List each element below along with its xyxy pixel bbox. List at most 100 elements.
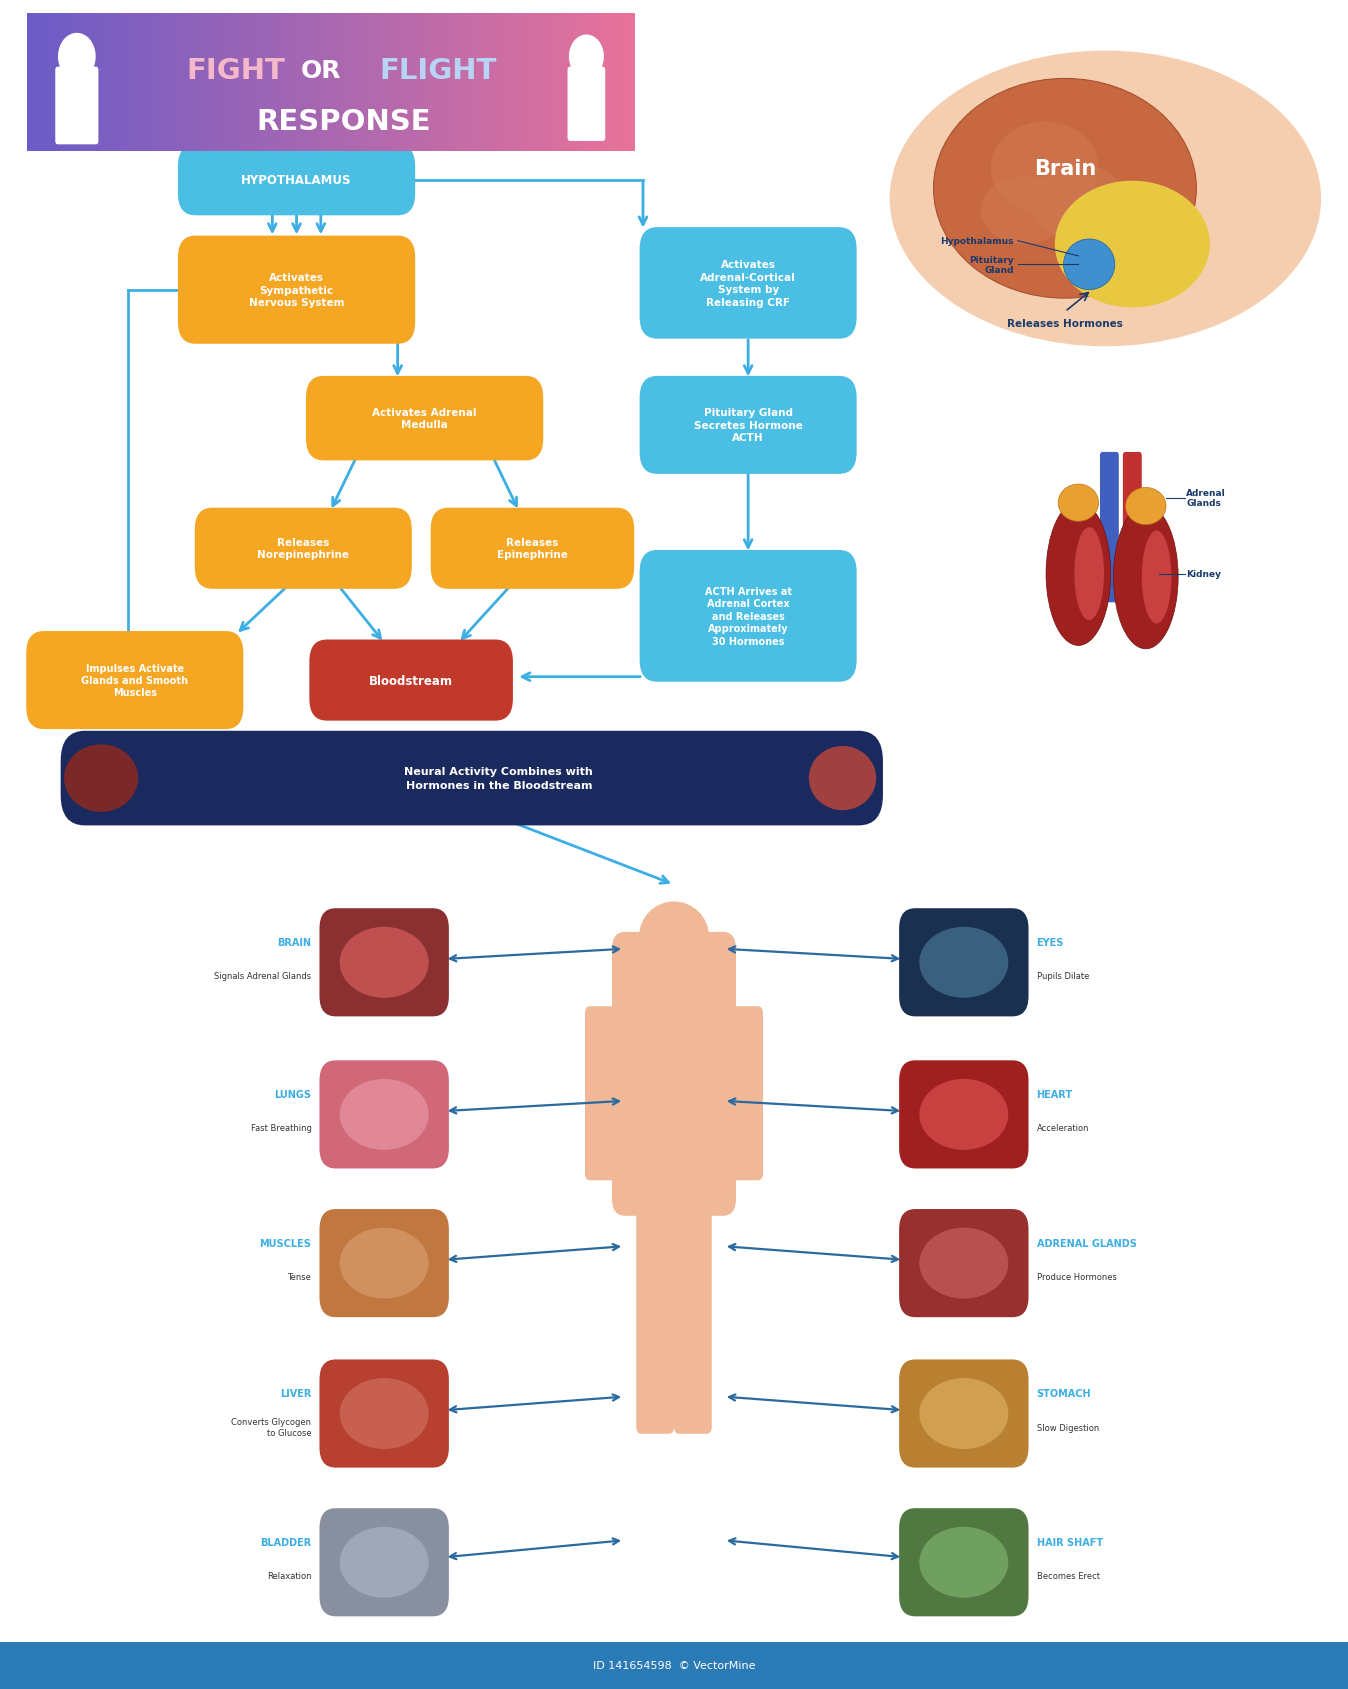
Text: HEART: HEART	[1037, 1089, 1073, 1100]
Bar	[361, 14, 367, 152]
FancyBboxPatch shape	[319, 1508, 449, 1616]
FancyBboxPatch shape	[1100, 453, 1119, 603]
Ellipse shape	[919, 1079, 1008, 1150]
Bar	[244, 14, 251, 152]
FancyBboxPatch shape	[319, 1209, 449, 1317]
Ellipse shape	[890, 51, 1321, 348]
Bar	[290, 14, 297, 152]
Bar	[492, 14, 499, 152]
Text: Hypothalamus: Hypothalamus	[940, 236, 1014, 247]
Bar	[159, 14, 164, 152]
Bar	[174, 14, 181, 152]
Text: OR: OR	[301, 59, 341, 83]
Text: Produce Hormones: Produce Hormones	[1037, 1272, 1116, 1282]
Bar	[345, 14, 352, 152]
Text: Bloodstream: Bloodstream	[369, 674, 453, 687]
Text: BRAIN: BRAIN	[278, 937, 311, 948]
FancyBboxPatch shape	[431, 508, 635, 589]
Text: Acceleration: Acceleration	[1037, 1123, 1089, 1133]
FancyBboxPatch shape	[899, 1209, 1029, 1317]
Ellipse shape	[1126, 488, 1166, 525]
Bar	[73, 14, 80, 152]
Bar	[593, 14, 600, 152]
Bar	[137, 14, 144, 152]
Bar	[280, 14, 286, 152]
Text: FIGHT: FIGHT	[186, 57, 286, 84]
Ellipse shape	[991, 123, 1099, 216]
Ellipse shape	[919, 1527, 1008, 1598]
Bar	[224, 14, 231, 152]
Text: LIVER: LIVER	[280, 1388, 311, 1398]
FancyBboxPatch shape	[27, 632, 244, 730]
Bar	[209, 14, 216, 152]
Bar	[406, 14, 412, 152]
Bar	[321, 14, 326, 152]
Bar	[143, 14, 150, 152]
Text: ID 141654598  © VectorMine: ID 141654598 © VectorMine	[593, 1660, 755, 1670]
Bar	[336, 14, 341, 152]
Bar	[204, 14, 210, 152]
Bar	[305, 14, 311, 152]
Bar	[148, 14, 155, 152]
Ellipse shape	[919, 1378, 1008, 1449]
Bar	[133, 14, 140, 152]
Bar	[235, 14, 240, 152]
Bar	[538, 14, 545, 152]
Text: ADRENAL GLANDS: ADRENAL GLANDS	[1037, 1238, 1136, 1248]
FancyBboxPatch shape	[899, 1061, 1029, 1169]
Text: EYES: EYES	[1037, 937, 1064, 948]
Ellipse shape	[65, 745, 137, 812]
Bar	[578, 14, 585, 152]
Bar	[628, 14, 635, 152]
Bar	[350, 14, 357, 152]
Ellipse shape	[1064, 240, 1115, 291]
FancyBboxPatch shape	[899, 1360, 1029, 1468]
Ellipse shape	[340, 1228, 429, 1299]
Text: Releases
Norepinephrine: Releases Norepinephrine	[257, 537, 349, 561]
Bar	[396, 14, 402, 152]
Ellipse shape	[1113, 507, 1178, 650]
Bar	[547, 14, 554, 152]
Text: Activates
Adrenal-Cortical
System by
Releasing CRF: Activates Adrenal-Cortical System by Rel…	[700, 260, 797, 307]
FancyBboxPatch shape	[568, 68, 605, 142]
Bar	[542, 14, 549, 152]
Bar	[194, 14, 201, 152]
FancyBboxPatch shape	[640, 228, 857, 339]
Text: STOMACH: STOMACH	[1037, 1388, 1092, 1398]
Bar	[446, 14, 453, 152]
Bar	[422, 14, 427, 152]
Bar	[613, 14, 620, 152]
Text: MUSCLES: MUSCLES	[260, 1238, 311, 1248]
Bar	[154, 14, 160, 152]
Bar	[53, 14, 59, 152]
Bar	[255, 14, 262, 152]
Bar	[27, 14, 34, 152]
Bar	[38, 14, 43, 152]
Text: Adrenal
Glands: Adrenal Glands	[1186, 488, 1225, 508]
Ellipse shape	[1031, 166, 1126, 242]
Bar	[178, 14, 185, 152]
Bar	[299, 14, 306, 152]
FancyBboxPatch shape	[319, 909, 449, 1017]
Bar	[67, 14, 74, 152]
FancyBboxPatch shape	[0, 1642, 1348, 1689]
Ellipse shape	[919, 1228, 1008, 1299]
Bar	[582, 14, 589, 152]
Text: HAIR SHAFT: HAIR SHAFT	[1037, 1537, 1103, 1547]
Bar	[214, 14, 221, 152]
Ellipse shape	[340, 1378, 429, 1449]
Bar	[200, 14, 205, 152]
Text: Activates
Sympathetic
Nervous System: Activates Sympathetic Nervous System	[249, 274, 344, 307]
Text: Fast Breathing: Fast Breathing	[251, 1123, 311, 1133]
Bar	[371, 14, 377, 152]
Text: Slow Digestion: Slow Digestion	[1037, 1422, 1099, 1432]
Bar	[442, 14, 448, 152]
FancyBboxPatch shape	[178, 236, 415, 345]
Bar	[315, 14, 321, 152]
Bar	[218, 14, 225, 152]
Bar	[386, 14, 392, 152]
Bar	[381, 14, 387, 152]
Bar	[295, 14, 302, 152]
Bar	[573, 14, 580, 152]
Ellipse shape	[340, 927, 429, 998]
